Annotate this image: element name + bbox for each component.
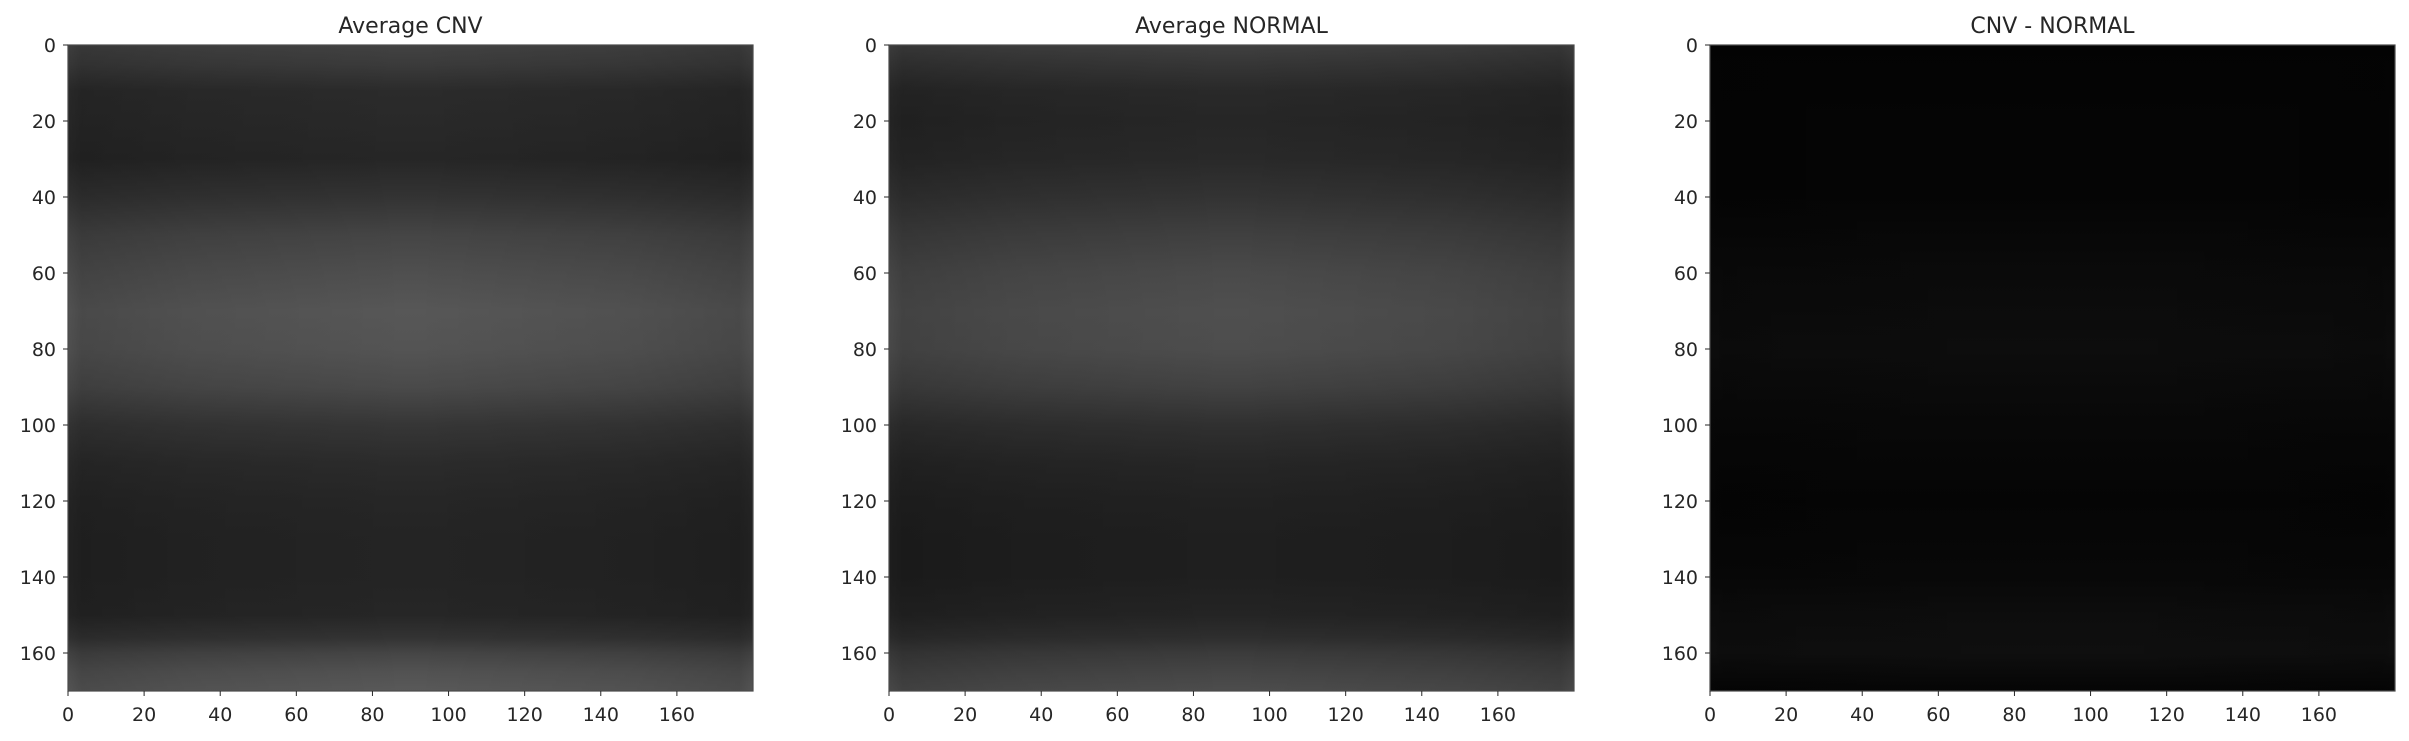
average-normal-y-tick-label: 140 [841,567,877,589]
cnv-normal-vignette [1710,45,2395,691]
cnv-normal-y-tick-label: 20 [1674,111,1698,133]
average-cnv-x-tick-label: 140 [583,704,619,726]
average-cnv-y-tick-label: 60 [32,263,56,285]
cnv-normal-y-tick-label: 80 [1674,339,1698,361]
cnv-normal-y-tick-label: 0 [1686,35,1698,57]
average-cnv-y-tick-label: 140 [20,567,56,589]
average-normal-y-tick-label: 60 [853,263,877,285]
average-normal-x-tick-label: 80 [1181,704,1205,726]
average-normal-vignette [889,45,1574,691]
cnv-normal-x-tick-label: 0 [1704,704,1716,726]
average-normal-x-tick-label: 120 [1328,704,1364,726]
average-cnv-x-tick-label: 120 [507,704,543,726]
average-cnv-x-tick-label: 40 [208,704,232,726]
cnv-normal-x-tick-label: 20 [1774,704,1798,726]
cnv-normal-x-tick-label: 140 [2225,704,2261,726]
cnv-normal-x-tick-label: 60 [1926,704,1950,726]
average-normal-x-tick-label: 100 [1251,704,1287,726]
average-cnv-title: Average CNV [338,14,482,39]
average-normal-y-tick-label: 20 [853,111,877,133]
average-cnv-x-tick-label: 0 [62,704,74,726]
cnv-normal-axes-frame [1709,44,2396,692]
average-cnv-y-tick-label: 160 [20,643,56,665]
average-cnv-panel: Average CNV 0 20 40 60 80 100 120 140 160 0 20 40 60 8… [20,14,754,726]
average-cnv-y-tick-label: 0 [44,35,56,57]
cnv-normal-x-tick-label: 160 [2301,704,2337,726]
average-normal-title: Average NORMAL [1135,14,1328,39]
average-cnv-y-tick-label: 40 [32,187,56,209]
cnv-normal-y-tick-label: 120 [1662,491,1698,513]
average-normal-y-tick-label: 120 [841,491,877,513]
average-cnv-vignette [68,45,753,691]
average-cnv-y-tick-label: 120 [20,491,56,513]
average-cnv-y-tick-label: 100 [20,415,56,437]
average-cnv-axes-frame [67,44,754,692]
cnv-normal-x-tick-label: 120 [2149,704,2185,726]
average-normal-x-tick-label: 60 [1105,704,1129,726]
average-normal-y-tick-label: 100 [841,415,877,437]
average-normal-panel: Average NORMAL 0 20 40 60 80 100 120 140 160 0 20 40… [841,14,1575,726]
cnv-normal-y-tick-label: 40 [1674,187,1698,209]
cnv-normal-y-tick-label: 60 [1674,263,1698,285]
average-normal-y-tick-label: 80 [853,339,877,361]
average-cnv-x-tick-label: 20 [132,704,156,726]
cnv-normal-x-tick-label: 80 [2002,704,2026,726]
average-normal-axes-frame [888,44,1575,692]
average-cnv-y-tick-label: 20 [32,111,56,133]
cnv-normal-x-tick-label: 40 [1850,704,1874,726]
average-cnv-x-tick-label: 60 [284,704,308,726]
cnv-normal-x-tick-label: 100 [2072,704,2108,726]
cnv-normal-y-tick-label: 160 [1662,643,1698,665]
average-normal-x-tick-label: 160 [1480,704,1516,726]
average-cnv-x-tick-label: 80 [360,704,384,726]
average-normal-x-tick-label: 140 [1404,704,1440,726]
cnv-normal-y-tick-label: 140 [1662,567,1698,589]
average-cnv-x-tick-label: 160 [659,704,695,726]
average-normal-x-tick-label: 0 [883,704,895,726]
average-normal-x-tick-label: 20 [953,704,977,726]
average-cnv-y-tick-label: 80 [32,339,56,361]
average-normal-y-tick-label: 40 [853,187,877,209]
cnv-normal-title: CNV - NORMAL [1970,14,2135,39]
average-normal-y-tick-label: 160 [841,643,877,665]
cnv-normal-panel: CNV - NORMAL 0 20 40 60 80 100 120 140 160 0 20 40 60… [1662,14,2396,726]
average-cnv-x-tick-label: 100 [430,704,466,726]
average-normal-y-tick-label: 0 [865,35,877,57]
average-normal-x-tick-label: 40 [1029,704,1053,726]
cnv-normal-y-tick-label: 100 [1662,415,1698,437]
